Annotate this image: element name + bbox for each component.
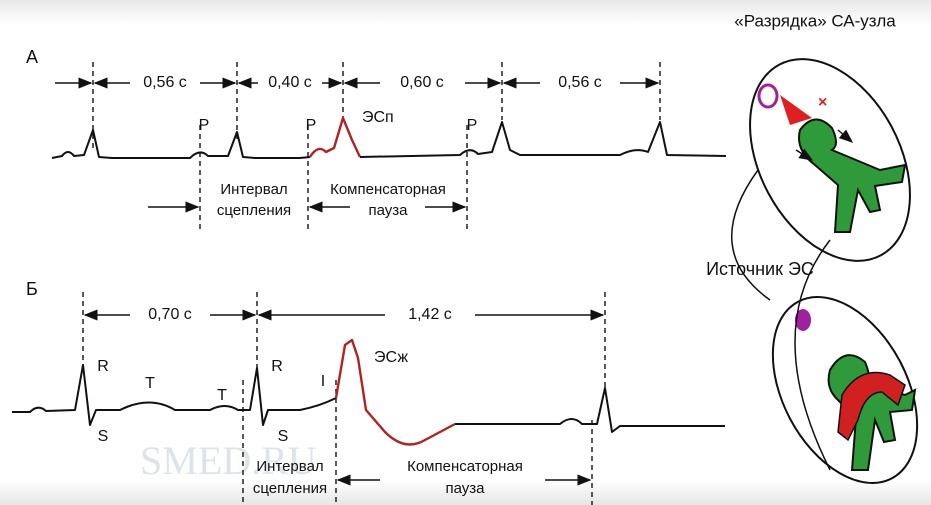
wave-label: I: [321, 373, 325, 390]
interval: 0,56 с: [143, 74, 187, 91]
wave-label: P: [467, 117, 478, 134]
interval: 0,40 с: [268, 74, 312, 91]
annotation: Интервал: [256, 458, 323, 475]
wave-label: R: [271, 358, 283, 375]
annotation: сцепления: [253, 480, 327, 497]
mark-x: ×: [818, 94, 827, 111]
annotation: Компенсаторная: [407, 458, 523, 475]
interval: 0,56 с: [558, 74, 602, 91]
wave-label: T: [145, 375, 155, 392]
annotation: сцепления: [217, 202, 291, 219]
annotation: Компенсаторная: [330, 181, 446, 198]
wave-label: T: [217, 387, 227, 404]
interval: 0,70 с: [148, 306, 192, 323]
interval: 1,42 с: [408, 306, 452, 323]
annotation: пауза: [445, 480, 485, 497]
panel-label: А: [26, 47, 38, 67]
wave-label: P: [306, 117, 317, 134]
wave-label: ЭСж: [374, 349, 408, 366]
panel-label: Б: [26, 279, 38, 299]
wave-label: R: [97, 358, 109, 375]
interval: 0,60 с: [400, 74, 444, 91]
wave-label: P: [199, 117, 210, 134]
wave-label: S: [278, 428, 289, 445]
wave-label: S: [98, 428, 109, 445]
title: «Разрядка» СА-узла: [734, 11, 896, 30]
annotation: пауза: [368, 202, 408, 219]
wave-label: ЭСп: [362, 109, 394, 126]
source-label: Источник ЭС: [706, 259, 814, 279]
annotation: Интервал: [220, 181, 287, 198]
